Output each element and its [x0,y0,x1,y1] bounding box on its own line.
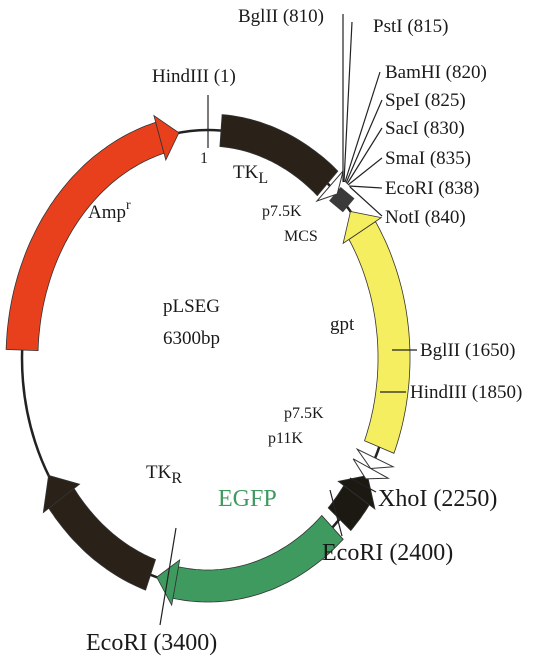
subscript: L [258,170,268,187]
arrowhead [342,210,383,245]
feature-label: TKL [233,162,268,187]
site-label: HindIII (1850) [410,382,522,403]
arrowhead [42,474,81,514]
feature-label: MCS [284,228,318,245]
promoter [315,170,344,203]
feature-segment [172,514,344,603]
site-label: XhoI (2250) [378,486,497,512]
site-label: EcoRI (3400) [86,630,217,656]
feature-label: gpt [330,314,355,335]
site-label: PstI (815) [373,16,448,37]
feature-label: EGFP [218,486,277,512]
leader [159,527,177,626]
segments [5,114,411,607]
feature-name: Amp [88,202,126,223]
promoter-label: p11K [268,430,303,447]
arrowhead [337,474,376,511]
site-label: SpeI (825) [385,90,466,111]
feature-name: TK [233,162,259,183]
leader-lines [159,14,417,626]
feature-segment [219,114,339,197]
feature-segment [48,487,156,591]
arrowhead [156,558,181,607]
site-label: BamHI (820) [385,62,487,83]
site-label: SacI (830) [385,118,465,139]
site-label: NotI (840) [385,207,466,228]
feature-label: TKR [146,462,182,487]
plasmid-name: pLSEG [163,296,220,317]
feature-segment [327,485,370,532]
leader [346,127,383,185]
leader [343,21,353,183]
leader [347,157,383,186]
site-label: EcoRI (838) [385,178,479,199]
leader [345,99,383,184]
arrowhead [153,114,180,162]
site-label: EcoRI (2400) [322,540,453,566]
promoter-label: p7.5K [284,405,324,422]
feature-segment [348,221,411,454]
promoter-label: p7.5K [262,203,302,220]
origin-label: 1 [200,150,208,167]
site-label: BglII (810) [238,6,324,27]
leader [349,477,377,493]
site-label: BglII (1650) [420,340,516,361]
subscript: R [171,470,182,487]
plasmid-size: 6300bp [163,328,220,349]
feature-name: TK [146,462,172,483]
superscript: r [126,198,131,213]
site-label: SmaI (835) [385,148,471,169]
promoter [355,447,396,470]
promoter [352,458,391,480]
leader [344,71,381,183]
feature-segment [5,121,165,352]
leader [348,185,383,189]
leader [349,186,383,217]
site-label: HindIII (1) [152,66,236,87]
leader [329,489,343,537]
feature-label: Ampr [88,198,131,223]
